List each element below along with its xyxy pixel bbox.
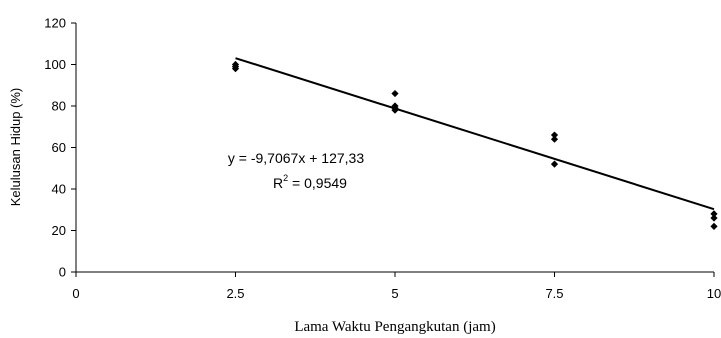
- y-tick-label: 100: [44, 57, 66, 72]
- r-squared-label: R2 = 0,9549: [273, 173, 347, 191]
- trendline-equation: y = -9,7067x + 127,33: [228, 150, 364, 166]
- x-tick-label: 10: [707, 286, 721, 301]
- r-squared-value: = 0,9549: [288, 175, 347, 191]
- x-tick-label: 2.5: [226, 286, 244, 301]
- plot-area: 0 20 40 60 80 100 120 0 2.5 5 7.5 10: [44, 16, 721, 302]
- r-squared-prefix: R: [273, 175, 283, 191]
- y-tick-label: 60: [52, 140, 66, 155]
- y-tick-label: 120: [44, 16, 66, 31]
- data-point: [550, 131, 559, 139]
- data-point: [550, 135, 559, 143]
- y-tick-label: 0: [59, 265, 66, 280]
- x-axis-label: Lama Waktu Pengangkutan (jam): [294, 319, 495, 335]
- y-tick-label: 80: [52, 99, 66, 114]
- data-point: [710, 222, 718, 230]
- data-point: [550, 160, 559, 168]
- y-axis-label: Kelulusan Hidup (%): [8, 88, 23, 207]
- y-tick-label: 20: [52, 223, 66, 238]
- data-point: [391, 106, 399, 114]
- data-point: [710, 210, 718, 218]
- x-tick-label: 5: [391, 286, 398, 301]
- x-tick-label: 0: [72, 286, 79, 301]
- trendline-group: [235, 57, 715, 211]
- data-point: [710, 214, 718, 222]
- y-tick-label: 40: [52, 182, 66, 197]
- data-points: [231, 60, 718, 230]
- data-point: [391, 89, 399, 98]
- x-tick-label: 7.5: [545, 286, 563, 301]
- data-point: [231, 65, 240, 73]
- trendline: [235, 57, 715, 211]
- r-squared-superscript: 2: [283, 173, 288, 183]
